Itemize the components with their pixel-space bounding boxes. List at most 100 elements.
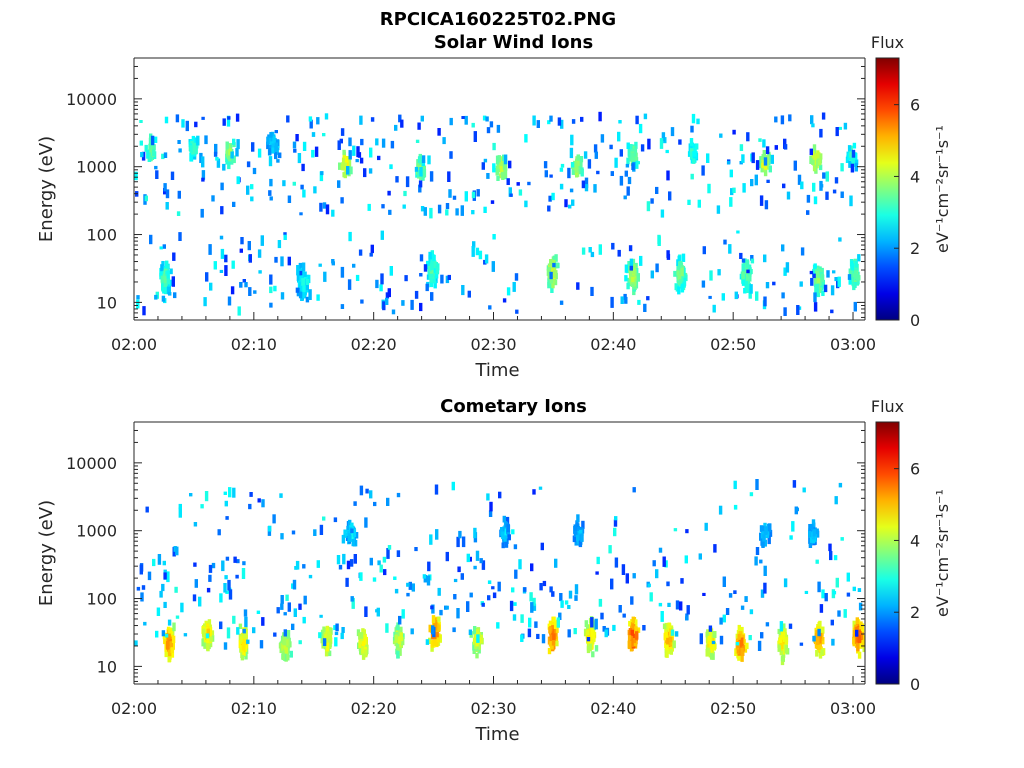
flux-cell — [617, 249, 621, 257]
flux-cell — [815, 650, 819, 657]
flux-cell — [219, 621, 223, 630]
flux-cell — [271, 143, 275, 151]
flux-cell — [340, 304, 345, 309]
flux-cell — [163, 281, 167, 288]
flux-cell — [512, 614, 517, 621]
flux-cell — [583, 151, 588, 159]
flux-cell — [396, 651, 400, 659]
flux-cell — [631, 616, 635, 623]
flux-cell — [677, 286, 681, 295]
flux-cell — [387, 288, 391, 298]
flux-cell — [386, 497, 390, 506]
flux-cell — [759, 156, 763, 164]
flux-cell — [468, 556, 472, 562]
y-tick-label: 100 — [86, 226, 117, 245]
flux-cell — [422, 168, 427, 178]
flux-cell — [428, 266, 432, 272]
flux-cell — [433, 260, 437, 269]
flux-cell — [767, 153, 771, 162]
flux-cell — [719, 635, 724, 645]
flux-cell — [594, 618, 598, 630]
flux-cell — [437, 128, 441, 136]
flux-cell — [316, 117, 320, 125]
flux-cell — [804, 590, 809, 594]
flux-cell — [455, 208, 459, 216]
flux-cell — [598, 111, 602, 122]
flux-cell — [445, 209, 449, 216]
flux-cell — [860, 629, 864, 638]
flux-cell — [591, 651, 595, 658]
flux-cell — [852, 282, 856, 291]
flux-cell — [709, 652, 714, 660]
flux-cell — [530, 563, 534, 572]
flux-cell — [155, 170, 159, 179]
flux-cell — [491, 586, 495, 590]
flux-cell — [445, 551, 449, 562]
flux-cell — [194, 579, 198, 588]
flux-cell — [346, 166, 350, 175]
flux-cell — [734, 291, 738, 300]
flux-cell — [333, 625, 337, 631]
flux-cell — [643, 113, 648, 120]
flux-cell — [227, 116, 231, 120]
flux-cell — [220, 206, 224, 215]
flux-cell — [466, 601, 470, 612]
flux-cell — [206, 587, 211, 593]
flux-cell — [768, 529, 773, 537]
flux-cell — [741, 271, 745, 280]
flux-cell — [372, 577, 377, 582]
flux-cell — [387, 190, 391, 196]
flux-cell — [348, 150, 352, 160]
flux-cell — [650, 270, 654, 279]
flux-cell — [483, 158, 488, 163]
flux-cell — [302, 285, 306, 293]
flux-cell — [432, 277, 436, 284]
flux-cell — [553, 620, 558, 629]
flux-cell — [491, 261, 495, 272]
flux-cell — [410, 628, 414, 635]
flux-cell — [248, 503, 252, 510]
flux-cell — [242, 636, 247, 646]
flux-cell — [291, 530, 296, 535]
flux-cell — [334, 631, 339, 636]
flux-cell — [735, 642, 740, 646]
flux-cell — [516, 182, 520, 186]
flux-cell — [464, 191, 468, 202]
flux-cell — [667, 623, 672, 632]
flux-cell — [316, 294, 320, 301]
flux-cell — [403, 190, 407, 197]
flux-cell — [431, 625, 435, 635]
flux-cell — [574, 595, 578, 601]
flux-cell — [316, 560, 320, 568]
flux-cell — [295, 134, 299, 142]
flux-cell — [481, 560, 486, 570]
flux-cell — [749, 609, 754, 615]
flux-cell — [236, 627, 240, 635]
flux-cell — [193, 562, 197, 567]
flux-cell — [854, 261, 858, 268]
flux-cell — [163, 636, 167, 645]
flux-cell — [556, 617, 560, 628]
flux-cell — [227, 161, 231, 170]
flux-cell — [153, 136, 158, 143]
flux-cell — [733, 504, 738, 510]
flux-cell — [712, 304, 716, 313]
flux-cell — [631, 280, 635, 287]
flux-cell — [821, 112, 826, 120]
flux-cell — [759, 532, 763, 541]
flux-cell — [166, 641, 170, 650]
flux-cell — [198, 596, 202, 607]
flux-cell — [345, 577, 349, 587]
flux-cell — [559, 167, 564, 172]
flux-cell — [784, 636, 789, 645]
flux-cell — [811, 157, 815, 165]
flux-cell — [781, 244, 785, 252]
flux-cell — [226, 115, 231, 127]
flux-cell — [797, 174, 802, 185]
flux-cell — [268, 190, 272, 196]
flux-cell — [576, 154, 580, 164]
flux-cell — [278, 152, 282, 159]
flux-cell — [779, 644, 783, 651]
flux-cell — [242, 628, 246, 634]
flux-cell — [313, 529, 317, 536]
